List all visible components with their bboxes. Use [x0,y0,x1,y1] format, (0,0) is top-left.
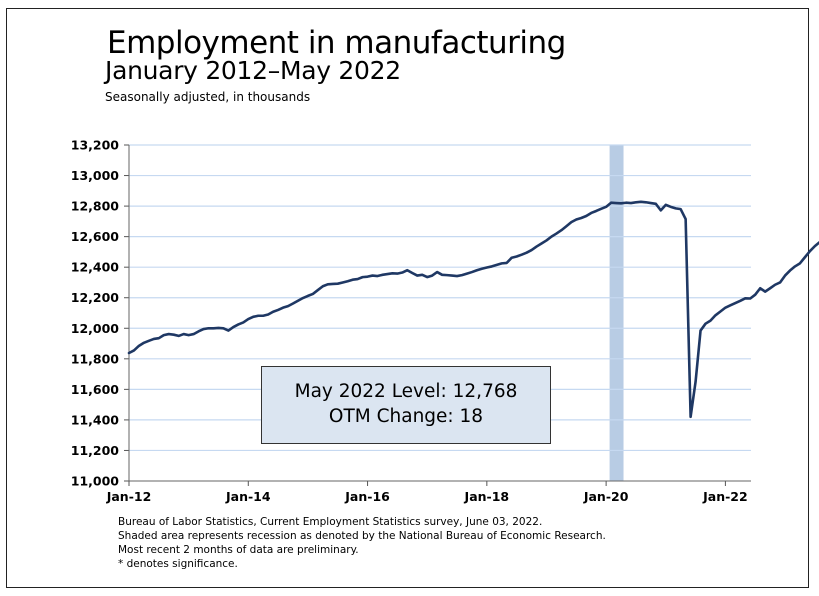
latest-level-text: May 2022 Level: 12,768 [294,381,518,402]
x-tick-label: Jan-16 [344,489,390,504]
latest-level-annotation: May 2022 Level: 12,768 OTM Change: 18 [261,366,551,444]
x-tick-label: Jan-14 [225,489,271,504]
y-tick-label: 12,000 [71,321,120,336]
x-tick-label: Jan-22 [702,489,748,504]
note-source: Bureau of Labor Statistics, Current Empl… [118,516,543,528]
chart-units: Seasonally adjusted, in thousands [105,90,311,104]
otm-change-text: OTM Change: 18 [328,406,484,427]
y-tick-label: 12,600 [71,229,120,244]
y-tick-label: 13,200 [71,138,120,153]
y-tick-label: 13,000 [71,168,120,183]
chart-subtitle: January 2012–May 2022 [105,56,401,85]
y-tick-label: 11,400 [71,412,120,427]
note-significance: * denotes significance. [118,558,238,570]
y-tick-label: 12,800 [71,199,120,214]
series-line [127,200,819,419]
y-tick-label: 11,200 [71,443,120,458]
recession-shade [609,145,624,481]
note-recession: Shaded area represents recession as deno… [118,530,606,542]
y-tick-label: 12,200 [71,290,120,305]
series-layer [127,200,819,419]
y-tick-label: 11,000 [71,474,120,489]
recession-layer [609,145,624,481]
y-tick-labels: 11,000 11,200 11,400 11,600 11,800 12,000 12,2… [71,138,120,489]
note-preliminary: Most recent 2 months of data are prelimi… [118,544,359,556]
x-tick-label: Jan-18 [464,489,510,504]
y-tick-label: 11,800 [71,351,120,366]
source-notes: Bureau of Labor Statistics, Current Empl… [118,515,606,571]
y-tick-label: 12,400 [71,260,120,275]
x-tick-label: Jan-20 [583,489,629,504]
chart-title: Employment in manufacturing [107,25,566,61]
x-tick-labels: Jan-12 Jan-14 Jan-16 Jan-18 Jan-20 Jan-22 [106,489,748,504]
axes [128,145,751,486]
chart-frame [6,8,809,588]
y-tick-label: 11,600 [71,382,120,397]
x-tick-label: Jan-12 [106,489,152,504]
